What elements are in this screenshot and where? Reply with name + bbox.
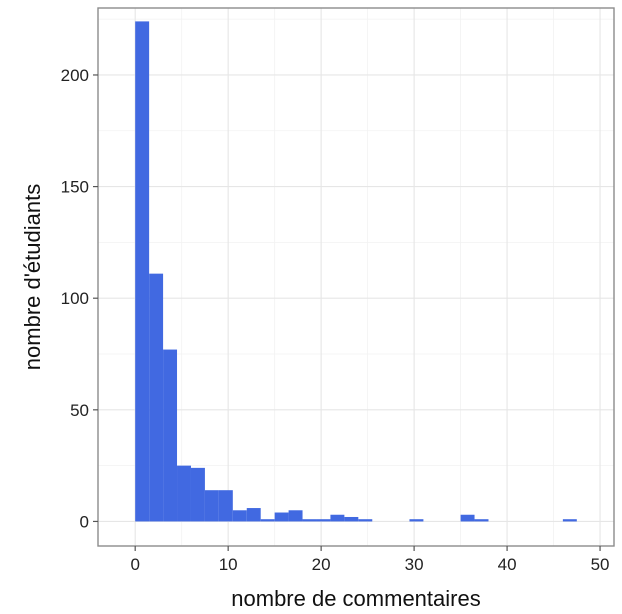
y-tick-label: 0 [80,512,89,531]
histogram-bar [135,21,150,522]
histogram-bar [474,519,489,522]
y-axis-ticks: 0 50 100 150 200 [61,66,98,531]
histogram-bar [177,465,191,522]
histogram-bar [330,514,345,522]
y-axis-title: nombre d'étudiants [20,184,45,370]
y-tick-label: 150 [61,178,89,197]
histogram-bar [316,519,331,522]
x-axis-title: nombre de commentaires [231,586,480,611]
x-tick-label: 10 [219,555,238,574]
histogram-bar [149,273,164,522]
y-tick-label: 100 [61,289,89,308]
x-tick-label: 0 [130,555,139,574]
x-tick-label: 30 [405,555,424,574]
histogram-bar [218,490,233,522]
histogram-bar [260,519,275,522]
plot-panel-border [97,7,615,547]
histogram-bar [274,512,289,522]
y-tick-label: 50 [70,401,89,420]
histogram-bar [460,514,475,522]
histogram-bar [302,519,317,522]
histogram-bar [204,490,219,522]
histogram-bar [344,516,359,522]
x-tick-label: 40 [498,555,517,574]
histogram-bar [358,519,373,522]
histogram-bar [246,508,261,522]
histogram-bar [562,519,577,522]
x-tick-label: 50 [591,555,610,574]
histogram-bar [288,510,303,522]
histogram-bar [163,349,178,522]
x-tick-label: 20 [312,555,331,574]
y-tick-label: 200 [61,66,89,85]
histogram-bar [190,467,205,522]
histogram-bar [409,519,424,522]
histogram-bars [135,21,577,522]
histogram-bar [232,510,247,522]
x-axis-ticks: 0 10 20 30 40 50 [130,546,610,574]
